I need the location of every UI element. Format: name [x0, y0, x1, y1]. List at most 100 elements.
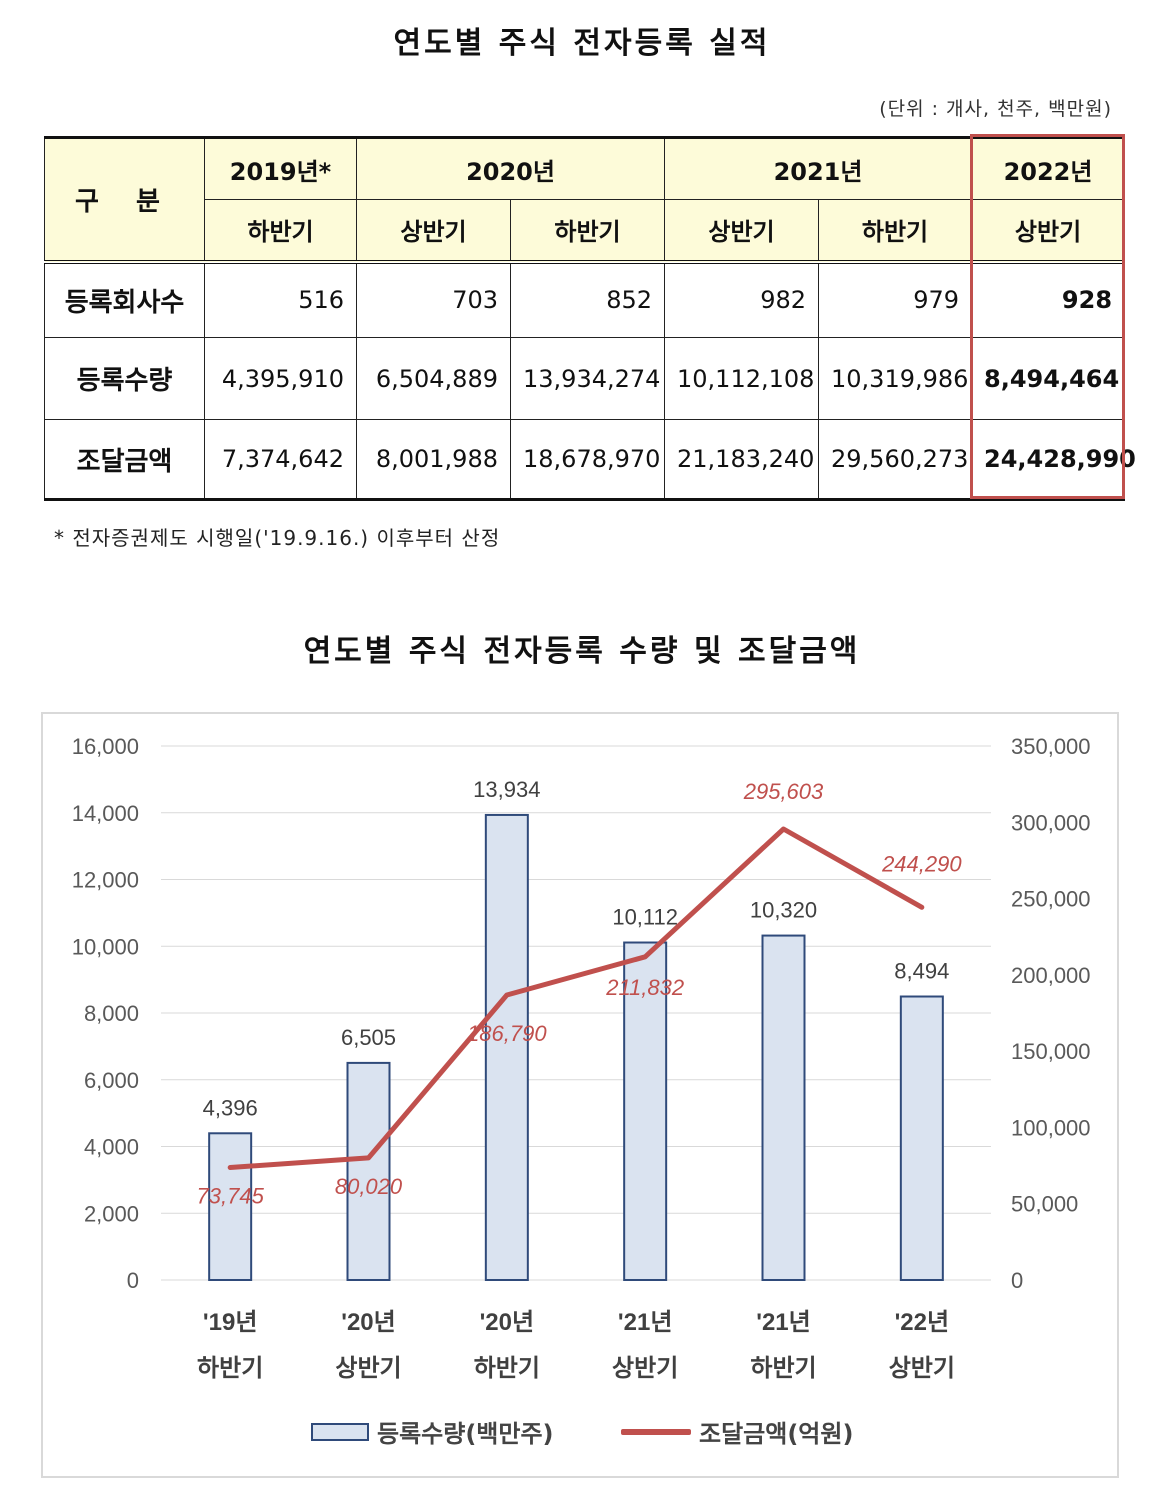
- y-left-tick-label: 12,000: [72, 868, 139, 893]
- table-title: 연도별 주식 전자등록 실적: [393, 26, 771, 61]
- y-left-tick-label: 4,000: [84, 1135, 139, 1160]
- bar: [484, 813, 529, 1281]
- line-point: [782, 827, 785, 830]
- half-cell: 하반기: [818, 199, 973, 262]
- table-cell: 852: [509, 259, 666, 338]
- line-data-label: 80,020: [335, 1174, 403, 1199]
- y-right-tick-label: 150,000: [1011, 1039, 1091, 1064]
- y-left-tick-label: 2,000: [84, 1201, 139, 1226]
- half-cell: 하반기: [509, 199, 666, 262]
- y-right-tick-label: 200,000: [1011, 963, 1091, 988]
- half-cell: 상반기: [971, 199, 1126, 262]
- bar: [761, 934, 806, 1281]
- x-tick-label-half: 상반기: [612, 1355, 678, 1382]
- chart-legend: 등록수량(백만주) 조달금액(억원): [311, 1414, 911, 1454]
- table-cell: 10,112,108: [664, 337, 820, 420]
- table-cell: 703: [356, 259, 511, 338]
- year-2021: 2021년: [664, 136, 973, 200]
- table-cell: 982: [664, 259, 820, 338]
- x-tick-label-year: '19년: [203, 1309, 257, 1336]
- table-cell-highlight: 24,428,990: [971, 419, 1136, 501]
- line-point: [229, 1166, 232, 1169]
- y-right-tick-label: 350,000: [1011, 734, 1091, 759]
- chart-area: 0 2,000 4,000 6,000 8,000 10,000 12,000 14,000 1…: [41, 712, 1119, 1478]
- bar: [208, 1132, 253, 1282]
- x-tick-label-half: 상반기: [889, 1355, 955, 1382]
- y-left-tick-label: 6,000: [84, 1068, 139, 1093]
- y-right-tick-label: 300,000: [1011, 810, 1091, 835]
- line-point: [367, 1156, 370, 1159]
- y-right-tick-label: 50,000: [1011, 1192, 1078, 1217]
- half-cell: 하반기: [204, 199, 357, 262]
- bar: [623, 941, 668, 1281]
- chart-canvas: 0 2,000 4,000 6,000 8,000 10,000 12,000 14,000 1…: [72, 734, 1091, 1382]
- table-cell: 10,319,986: [818, 337, 973, 420]
- table-cell: 18,678,970: [509, 419, 666, 501]
- legend-item-amount: 조달금액(억원): [621, 1414, 853, 1449]
- bar: [899, 995, 944, 1281]
- y-left-tick-label: 10,000: [72, 934, 139, 959]
- footnote: * 전자증권제도 시행일('19.9.16.) 이후부터 산정: [54, 526, 501, 550]
- performance-table: 구 분 2019년* 2020년 2021년 2022년 하반기 상반기 하반기…: [44, 136, 1136, 501]
- x-tick-label-half: 하반기: [474, 1355, 540, 1382]
- header-row-years: 구 분 2019년* 2020년 2021년 2022년: [44, 136, 1126, 262]
- bar-data-label: 8,494: [894, 959, 949, 984]
- half-cell: 상반기: [664, 199, 820, 262]
- y-left-tick-label: 16,000: [72, 734, 139, 759]
- table-cell-highlight: 8,494,464: [971, 337, 1126, 420]
- year-2020: 2020년: [355, 136, 666, 200]
- row-label: 등록회사수: [44, 259, 205, 338]
- row-label: 조달금액: [44, 419, 205, 501]
- header-row-halves: 하반기 상반기 하반기 상반기 하반기 상반기: [45, 199, 1126, 262]
- line-point: [644, 955, 647, 958]
- table-cell: 979: [818, 259, 973, 338]
- bar-data-label: 10,112: [612, 905, 678, 930]
- legend-item-volume: 등록수량(백만주): [311, 1414, 554, 1449]
- table-cell: 13,934,274: [509, 337, 666, 420]
- table-row: 등록수량 4,395,910 6,504,889 13,934,274 10,1…: [44, 337, 1126, 420]
- y-right-tick-label: 100,000: [1011, 1115, 1091, 1140]
- bar: [346, 1061, 391, 1281]
- y-left-tick-label: 0: [127, 1268, 139, 1293]
- x-tick-label-year: '22년: [895, 1309, 949, 1336]
- legend-label-volume: 등록수량(백만주): [377, 1420, 554, 1448]
- bar-data-label: 10,320: [750, 898, 817, 923]
- corner-cell: 구 분: [44, 136, 205, 262]
- line-data-label: 73,745: [197, 1183, 265, 1208]
- line-series-amount: [227, 826, 925, 1170]
- line-point: [505, 994, 508, 997]
- x-tick-label-half: 하반기: [750, 1355, 816, 1382]
- y-left-tick-label: 14,000: [72, 801, 139, 826]
- x-tick-label-year: '21년: [618, 1309, 672, 1336]
- x-tick-label-year: '21년: [756, 1309, 810, 1336]
- x-tick-label-year: '20년: [341, 1309, 395, 1336]
- chart-title: 연도별 주식 전자등록 수량 및 조달금액: [303, 634, 861, 669]
- table-row: 조달금액 7,374,642 8,001,988 18,678,970 21,1…: [44, 419, 1136, 501]
- table-cell: 21,183,240: [664, 419, 820, 501]
- bar-data-label: 4,396: [203, 1095, 258, 1120]
- y-right-tick-label: 250,000: [1011, 887, 1091, 912]
- line-data-label: 244,290: [881, 851, 962, 876]
- table-row: 등록회사수 516 703 852 982 979 928: [44, 259, 1126, 338]
- x-tick-label-half: 하반기: [197, 1355, 263, 1382]
- legend-label-amount: 조달금액(억원): [699, 1420, 854, 1448]
- row-label: 등록수량: [44, 337, 205, 420]
- half-cell: 상반기: [356, 199, 511, 262]
- table-cell: 4,395,910: [204, 337, 357, 420]
- table-cell: 516: [204, 259, 357, 338]
- line-data-label: 186,790: [467, 1021, 547, 1046]
- table-cell: 7,374,642: [204, 419, 357, 501]
- line-data-label: 295,603: [743, 779, 824, 804]
- year-2022: 2022년: [971, 136, 1126, 200]
- year-2019: 2019년*: [204, 136, 357, 200]
- table-cell: 6,504,889: [356, 337, 511, 420]
- bar-data-label: 13,934: [473, 777, 540, 802]
- table-cell-highlight: 928: [971, 259, 1126, 338]
- unit-note: (단위 : 개사, 천주, 백만원): [879, 98, 1112, 120]
- y-right-tick-label: 0: [1011, 1268, 1023, 1293]
- legend-swatch-line: [621, 1428, 691, 1435]
- x-tick-label-half: 상반기: [335, 1355, 401, 1382]
- line-point: [920, 906, 923, 909]
- x-tick-label-year: '20년: [480, 1309, 534, 1336]
- line-data-label: 211,832: [605, 975, 684, 1000]
